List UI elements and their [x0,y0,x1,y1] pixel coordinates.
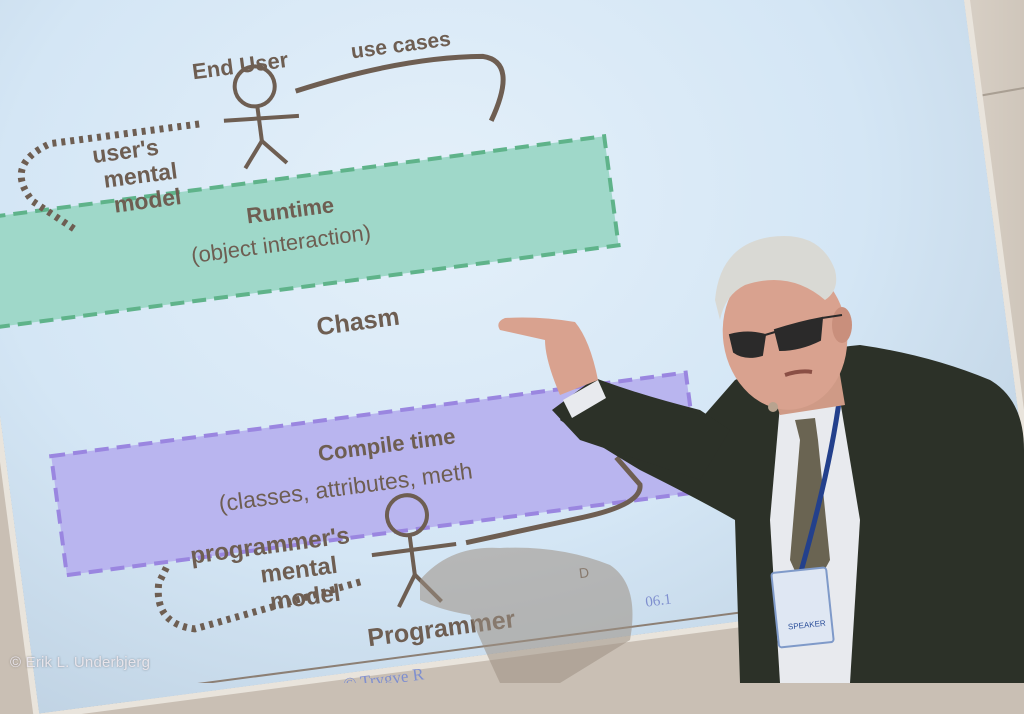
hair [715,235,837,320]
shirt-cuff [563,380,606,418]
hand-shadow [420,547,633,683]
compile-time-box [48,370,704,578]
projected-slide: End User use cases user's mental model R… [0,28,817,683]
name-badge [770,566,835,649]
end-user-stick-figure [223,64,300,170]
ear [832,307,852,343]
badge-text: SPEAKER [788,619,827,632]
lanyard [797,394,843,576]
use-cases-connector [294,53,506,122]
photo-credit: © Erik L. Underbjerg [10,654,151,671]
runtime-box [0,133,621,332]
programmer-connector [465,455,643,546]
headset-mic [768,402,778,412]
mouth [784,369,813,377]
pointing-hand [498,317,598,395]
glasses [728,314,843,358]
slide-footer-rule [122,601,817,683]
slide-footer-date: 06.1 [644,591,672,610]
programmer-stick-figure [371,493,457,608]
speaker: SPEAKER [420,235,1024,683]
users-mental-model-loop [17,120,200,234]
programmers-mental-model-loop [154,565,362,633]
tie [790,418,830,600]
